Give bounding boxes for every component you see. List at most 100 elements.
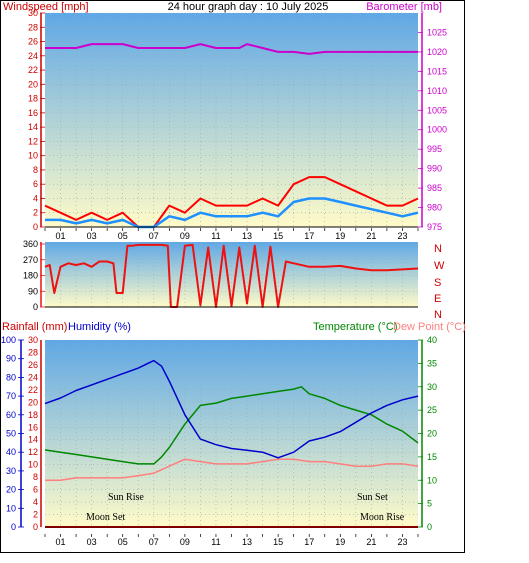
temperature-y-tick-label: 30 — [427, 382, 437, 392]
humidity-y-tick-label: 10 — [6, 503, 16, 513]
rain-y-tick-label: 18 — [28, 410, 38, 420]
rain-y-tick-label: 16 — [28, 422, 38, 432]
direction-panel-grid — [45, 242, 418, 308]
direction-compass-label: E — [434, 293, 441, 305]
temperature-y-tick-label: 25 — [427, 405, 437, 415]
annotation-sun-set: Sun Set — [357, 492, 388, 503]
temperature-y-tick-label: 5 — [427, 499, 432, 509]
rain-y-tick-label: 10 — [28, 460, 38, 470]
temperature-axis-title: Temperature (°C) — [313, 321, 397, 333]
x-tick-label: 13 — [242, 231, 252, 241]
baro-y-tick-label: 1015 — [427, 66, 447, 76]
temperature-y-tick-label: 20 — [427, 429, 437, 439]
wind-y-tick-label: 28 — [28, 22, 38, 32]
rain-y-tick-label: 4 — [33, 497, 38, 507]
humidity-y-tick-label: 90 — [6, 354, 16, 364]
wind-y-tick-label: 12 — [28, 136, 38, 146]
rain-y-tick-label: 8 — [33, 472, 38, 482]
baro-y-tick-label: 1020 — [427, 47, 447, 57]
rain-y-tick-label: 0 — [33, 522, 38, 532]
annotation-moon-set: Moon Set — [86, 512, 125, 523]
baro-y-tick-label: 1005 — [427, 105, 447, 115]
x-tick-label: 21 — [366, 231, 376, 241]
humidity-y-tick-label: 0 — [11, 522, 16, 532]
temperature-y-tick-label: 15 — [427, 452, 437, 462]
rain-y-tick-label: 26 — [28, 360, 38, 370]
x-tick-label: 03 — [87, 537, 97, 547]
direction-compass-label: N — [434, 309, 442, 321]
direction-compass-label: S — [434, 277, 441, 289]
wind-y-tick-label: 0 — [33, 222, 38, 232]
x-tick-label: 15 — [273, 231, 283, 241]
temperature-series — [44, 386, 419, 465]
humidity-y-tick-label: 20 — [6, 485, 16, 495]
wind-y-tick-label: 20 — [28, 79, 38, 89]
humidity-y-tick-label: 80 — [6, 372, 16, 382]
baro-y-tick-label: 1010 — [427, 86, 447, 96]
humidity-y-tick-label: 50 — [6, 429, 16, 439]
annotation-moon-rise: Moon Rise — [360, 512, 405, 523]
baro-y-tick-label: 990 — [427, 164, 442, 174]
x-tick-label: 01 — [56, 231, 66, 241]
x-tick-label: 09 — [180, 231, 190, 241]
rain-y-tick-label: 24 — [28, 372, 38, 382]
x-tick-label: 19 — [335, 537, 345, 547]
rain-y-tick-label: 28 — [28, 347, 38, 357]
x-tick-label: 07 — [149, 537, 159, 547]
baro-y-tick-label: 1025 — [427, 27, 447, 37]
temperature-y-tick-label: 0 — [427, 522, 432, 532]
humidity-y-tick-label: 70 — [6, 391, 16, 401]
rain-y-tick-label: 12 — [28, 447, 38, 457]
outer-border — [0, 0, 465, 553]
x-tick-label: 17 — [304, 231, 314, 241]
wind-y-tick-label: 22 — [28, 65, 38, 75]
x-tick-label: 11 — [211, 537, 220, 547]
direction-y-tick-label: 270 — [23, 255, 38, 265]
dewpoint-axis-title: Dew Point (°C) — [393, 321, 466, 333]
x-tick-label: 21 — [366, 537, 376, 547]
wind-panel-axes: 0246810121416182022242628309759809859909… — [28, 8, 447, 241]
x-tick-label: 15 — [273, 537, 283, 547]
humidity-axis-title: Humidity (%) — [68, 321, 131, 333]
graph-title: 24 hour graph day : 10 July 2025 — [168, 1, 329, 13]
x-tick-label: 05 — [118, 537, 128, 547]
x-tick-label: 23 — [397, 231, 407, 241]
avg-wind-series — [45, 197, 419, 229]
wind-y-tick-label: 30 — [28, 8, 38, 18]
wind-y-tick-label: 8 — [33, 165, 38, 175]
rain-y-tick-label: 14 — [28, 435, 38, 445]
direction-series — [44, 243, 419, 308]
temperature-y-tick-label: 35 — [427, 358, 437, 368]
humidity-y-tick-label: 60 — [6, 410, 16, 420]
windspeed-axis-title: Windspeed [mph] — [3, 1, 89, 13]
x-tick-label: 01 — [56, 537, 66, 547]
x-tick-label: 17 — [304, 537, 314, 547]
rainfall-axis-title: Rainfall (mm) — [2, 321, 67, 333]
wind-y-tick-label: 4 — [33, 193, 38, 203]
dewpoint-series — [45, 458, 419, 482]
direction-y-tick-label: 180 — [23, 271, 38, 281]
wind-y-tick-label: 2 — [33, 208, 38, 218]
direction-compass-label: N — [434, 243, 442, 255]
x-tick-label: 09 — [180, 537, 190, 547]
wind-y-tick-label: 24 — [28, 51, 38, 61]
wind-y-tick-label: 16 — [28, 108, 38, 118]
direction-y-tick-label: 90 — [28, 286, 38, 296]
wind-panel-lines — [44, 43, 419, 229]
temperature-y-tick-label: 10 — [427, 475, 437, 485]
rain-y-tick-label: 30 — [28, 335, 38, 345]
x-tick-label: 11 — [211, 231, 220, 241]
wind-y-tick-label: 14 — [28, 122, 38, 132]
gust-series — [44, 176, 419, 228]
thermo-panel-axes: 0246810121416182022242628300102030405060… — [1, 335, 437, 547]
barometer-axis-title: Barometer [mb] — [366, 1, 442, 13]
x-tick-label: 23 — [397, 537, 407, 547]
rain-y-tick-label: 6 — [33, 485, 38, 495]
humidity-series — [44, 359, 419, 459]
x-tick-label: 03 — [87, 231, 97, 241]
direction-y-tick-label: 360 — [23, 239, 38, 249]
direction-panel-lines — [44, 243, 419, 308]
baro-y-tick-label: 1000 — [427, 125, 447, 135]
